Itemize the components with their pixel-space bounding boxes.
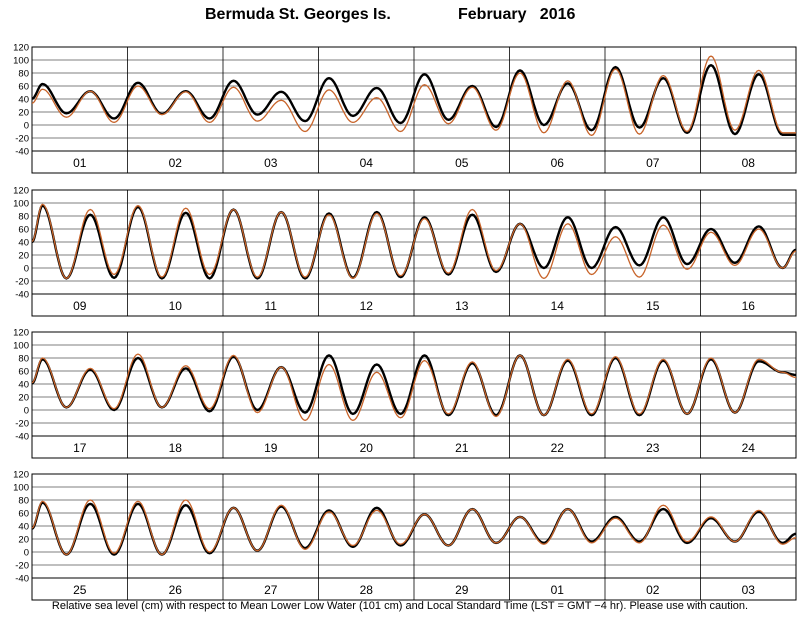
observed-series-line <box>31 203 797 280</box>
day-label: 27 <box>264 583 278 597</box>
y-tick-label: 60 <box>18 82 29 93</box>
y-tick-label: -40 <box>15 290 29 301</box>
day-label: 18 <box>169 441 183 455</box>
y-tick-label: 0 <box>24 121 29 132</box>
day-label: 28 <box>360 583 374 597</box>
y-tick-label: -20 <box>15 561 29 572</box>
day-label: 25 <box>73 583 87 597</box>
y-tick-label: 40 <box>18 522 29 533</box>
day-label: 04 <box>360 156 374 170</box>
day-label: 15 <box>646 299 660 313</box>
y-tick-label: 120 <box>13 328 29 339</box>
day-label: 07 <box>646 156 660 170</box>
y-tick-label: 100 <box>13 483 29 494</box>
y-tick-label: -20 <box>15 134 29 145</box>
day-label: 03 <box>264 156 278 170</box>
day-label: 11 <box>265 299 278 313</box>
y-tick-label: -20 <box>15 419 29 430</box>
y-tick-label: 100 <box>13 341 29 352</box>
y-tick-label: 80 <box>18 354 29 365</box>
day-label: 03 <box>742 583 756 597</box>
day-label: 13 <box>455 299 469 313</box>
y-tick-label: -40 <box>15 432 29 443</box>
day-label: 01 <box>73 156 87 170</box>
panel-frame <box>31 331 797 459</box>
day-label: 24 <box>742 441 756 455</box>
panel-frame <box>31 189 797 317</box>
y-tick-label: 120 <box>13 186 29 197</box>
y-tick-label: 120 <box>13 470 29 481</box>
observed-series-line <box>31 499 797 556</box>
y-tick-label: -40 <box>15 147 29 158</box>
observed-series-line <box>31 55 796 137</box>
day-label: 02 <box>646 583 660 597</box>
y-tick-label: -20 <box>15 277 29 288</box>
day-label: 26 <box>169 583 183 597</box>
y-tick-label: 80 <box>18 496 29 507</box>
footer-caption: Relative sea level (cm) with respect to … <box>51 600 749 612</box>
y-tick-label: 40 <box>18 238 29 249</box>
y-tick-label: 60 <box>18 225 29 236</box>
y-tick-label: 0 <box>24 264 29 275</box>
day-label: 23 <box>646 441 660 455</box>
day-label: 05 <box>455 156 469 170</box>
day-label: 08 <box>742 156 756 170</box>
day-label: 01 <box>551 583 565 597</box>
day-label: 02 <box>169 156 183 170</box>
panel-frame <box>31 46 797 174</box>
y-tick-label: 40 <box>18 95 29 106</box>
y-tick-label: 120 <box>13 43 29 54</box>
period-title: February 2016 <box>458 6 576 23</box>
y-tick-label: 100 <box>13 199 29 210</box>
y-tick-label: 20 <box>18 108 29 119</box>
day-label: 09 <box>73 299 87 313</box>
y-tick-label: 20 <box>18 251 29 262</box>
day-label: 29 <box>455 583 469 597</box>
day-label: 20 <box>360 441 374 455</box>
y-tick-label: -40 <box>15 574 29 585</box>
y-tick-label: 80 <box>18 212 29 223</box>
y-tick-label: 0 <box>24 406 29 417</box>
day-label: 16 <box>742 299 756 313</box>
day-label: 17 <box>73 441 87 455</box>
day-label: 19 <box>264 441 278 455</box>
station-title: Bermuda St. Georges Is. <box>205 6 391 23</box>
y-tick-label: 0 <box>24 548 29 559</box>
day-label: 22 <box>551 441 565 455</box>
observed-series-line <box>31 353 797 422</box>
y-tick-label: 60 <box>18 367 29 378</box>
y-tick-label: 100 <box>13 56 29 67</box>
y-tick-label: 20 <box>18 535 29 546</box>
y-tick-label: 20 <box>18 393 29 404</box>
day-label: 06 <box>551 156 565 170</box>
y-tick-label: 40 <box>18 380 29 391</box>
day-label: 10 <box>169 299 183 313</box>
day-label: 12 <box>360 299 374 313</box>
y-tick-label: 80 <box>18 69 29 80</box>
panel-frame <box>31 473 797 601</box>
day-label: 21 <box>455 441 469 455</box>
y-tick-label: 60 <box>18 509 29 520</box>
day-label: 14 <box>551 299 565 313</box>
